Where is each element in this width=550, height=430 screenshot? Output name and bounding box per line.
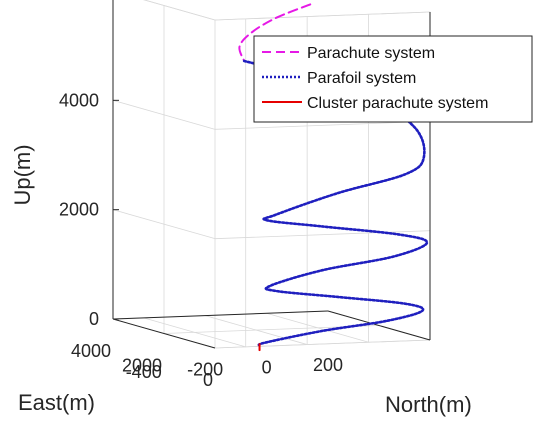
x-tick-label: -200 [187, 360, 223, 380]
z-gridline-back [214, 230, 431, 240]
legend-box [253, 35, 533, 123]
z-tick-label: 2000 [59, 200, 99, 220]
y-tick-label: 4000 [71, 341, 111, 361]
z-tick-label: 4000 [59, 90, 99, 110]
z-axis-label: Up(m) [10, 144, 35, 205]
y-tick-label: 0 [203, 370, 213, 390]
x-tick-label: 200 [313, 355, 343, 375]
z-tick-label: 6000 [59, 0, 99, 1]
z-gridline-back [214, 120, 431, 130]
plot-area [238, 3, 429, 352]
x-axis-line [112, 310, 329, 320]
y-gridline-floor [214, 339, 431, 349]
series-line-1 [242, 59, 429, 348]
floor-edge-line [327, 310, 431, 341]
z-gridline-back [214, 11, 431, 21]
series-line-0 [238, 3, 312, 63]
x-tick-label: 0 [262, 357, 272, 377]
legend-label-parachute: Parachute system [307, 45, 435, 62]
y-tick-label: 2000 [122, 356, 162, 376]
x-tick-label: -400 [126, 362, 162, 382]
legend-label-cluster: Cluster parachute system [307, 95, 488, 112]
legend: Parachute system Parafoil system Cluster… [253, 35, 533, 123]
z-tick-label: 0 [89, 309, 99, 329]
legend-label-parafoil: Parafoil system [307, 70, 416, 87]
y-axis-line [112, 318, 216, 349]
y-axis-label: East(m) [18, 390, 95, 415]
x-axis-label: North(m) [385, 392, 472, 417]
